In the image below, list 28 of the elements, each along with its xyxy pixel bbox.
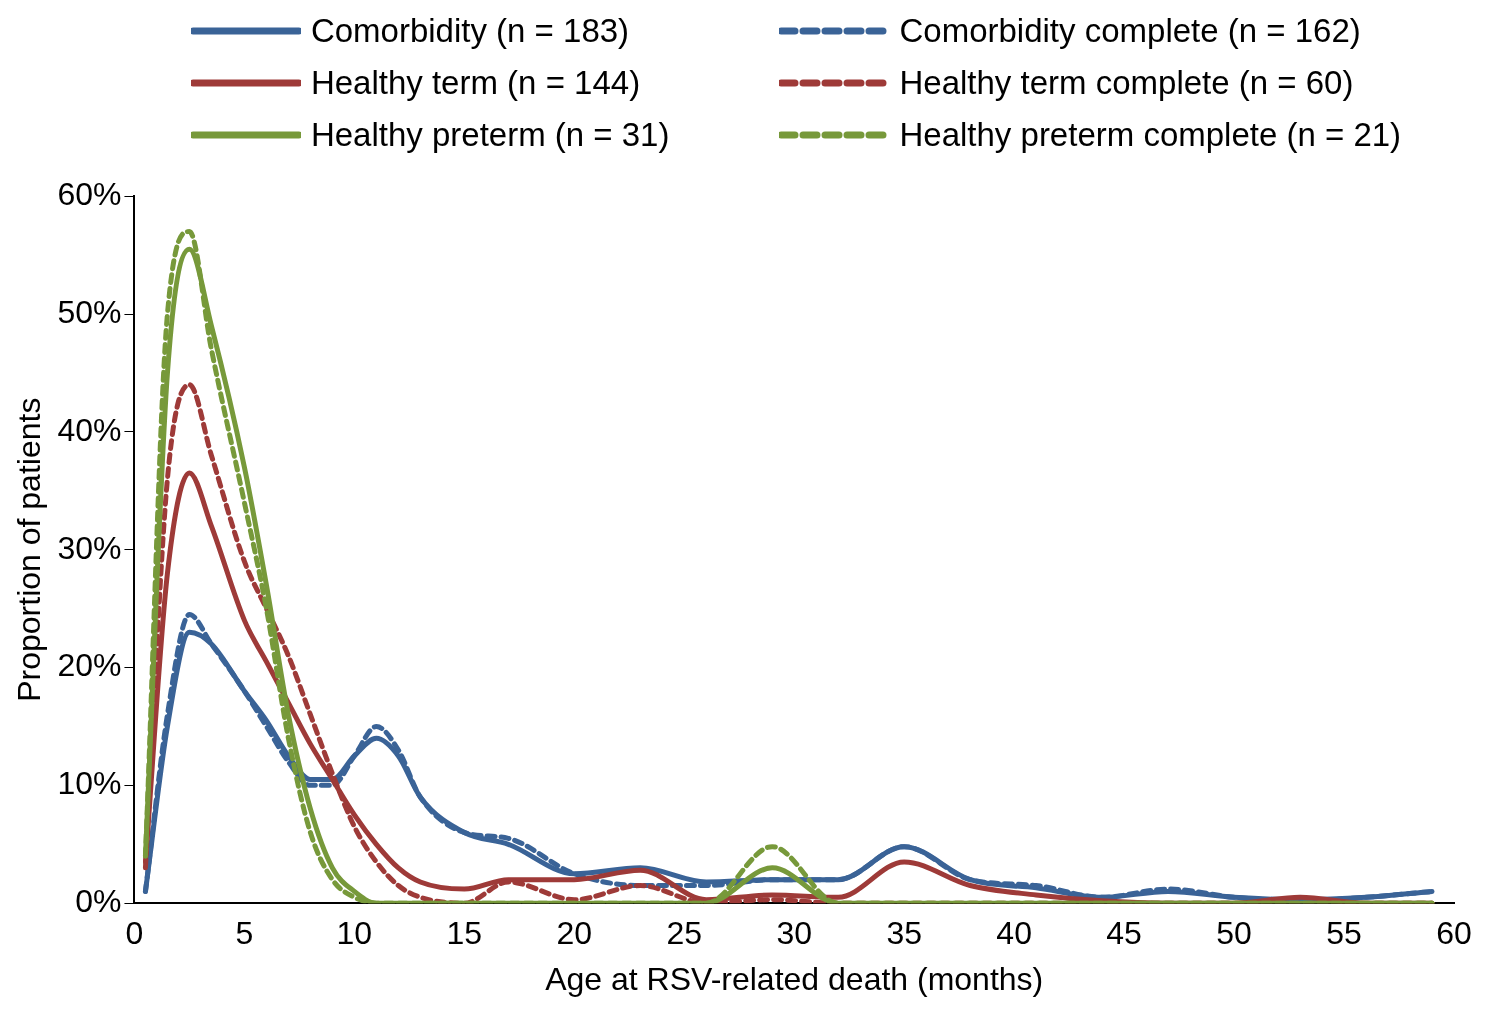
y-tick-label: 60% — [57, 176, 122, 213]
legend-label: Comorbidity (n = 183) — [310, 12, 630, 50]
legend-label: Comorbidity complete (n = 162) — [899, 12, 1361, 50]
y-tick-label: 40% — [57, 411, 122, 448]
x-tick-label: 15 — [446, 915, 483, 952]
x-tick-label: 5 — [235, 915, 254, 952]
y-tick-label: 50% — [57, 293, 122, 330]
x-tick-label: 30 — [776, 915, 813, 952]
legend-label: Healthy term complete (n = 60) — [899, 64, 1354, 102]
x-tick-label: 40 — [996, 915, 1032, 952]
x-tick-label: 20 — [556, 915, 593, 952]
y-tick-label: 0% — [75, 883, 122, 920]
x-tick-label: 50 — [1216, 915, 1252, 952]
x-tick-label: 10 — [336, 915, 373, 952]
x-axis-title: Age at RSV-related death (months) — [545, 960, 1044, 997]
legend-label: Healthy preterm (n = 31) — [310, 116, 670, 154]
y-tick-label: 10% — [57, 765, 122, 802]
y-axis-title: Proportion of patients — [11, 397, 48, 702]
y-tick-label: 20% — [57, 647, 122, 684]
legend-label: Healthy preterm complete (n = 21) — [899, 116, 1402, 154]
legend-label: Healthy term (n = 144) — [310, 64, 641, 102]
x-tick-label: 25 — [666, 915, 703, 952]
x-tick-label: 0 — [125, 915, 144, 952]
x-tick-label: 45 — [1106, 915, 1142, 952]
x-tick-label: 60 — [1436, 915, 1472, 952]
y-tick-label: 30% — [57, 529, 122, 566]
x-tick-label: 55 — [1326, 915, 1362, 952]
x-tick-label: 35 — [886, 915, 922, 952]
